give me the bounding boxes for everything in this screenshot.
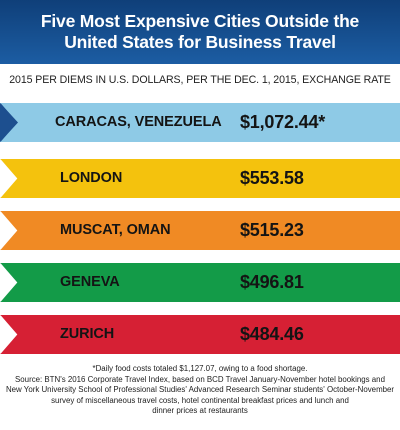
footnote-line-2: Source: BTN's 2016 Corporate Travel Inde… <box>15 374 385 384</box>
rank-arrow-geneva <box>0 263 16 302</box>
bar-caracas: CARACAS, VENEZUELA $1,072.44* <box>0 103 400 142</box>
rank-chevron-geneva <box>0 263 18 302</box>
per-diem-value-london: $553.58 <box>240 168 304 188</box>
bar-shape-geneva <box>0 263 400 302</box>
bar-geneva: GENEVA $496.81 <box>0 263 400 302</box>
bar-fill-zurich <box>0 315 400 354</box>
footnote-line-4: survey of miscellaneous travel costs, ho… <box>51 395 349 405</box>
per-diem-value-muscat: $515.23 <box>240 220 304 240</box>
title-banner: Five Most Expensive Cities Outside the U… <box>0 0 400 64</box>
bar-fill-muscat <box>0 211 400 250</box>
bar-london: LONDON $553.58 <box>0 159 400 198</box>
bar-shape-london <box>0 159 400 198</box>
bar-shape-zurich <box>0 315 400 354</box>
bar-fill-caracas <box>0 103 400 142</box>
city-label-zurich: ZURICH <box>60 326 115 342</box>
rank-chevron-caracas <box>0 103 18 142</box>
bar-zurich: ZURICH $484.46 <box>0 315 400 354</box>
footnote-line-3: New York University School of Profession… <box>5 385 395 395</box>
rank-arrow-muscat <box>0 211 16 250</box>
rank-chevron-zurich <box>0 315 18 354</box>
bar-shape-caracas <box>0 103 400 142</box>
per-diem-value-caracas: $1,072.44* <box>240 112 326 132</box>
footnote-line-1: *Daily food costs totaled $1,127.07, owi… <box>92 364 308 373</box>
rank-arrow-caracas <box>0 103 18 142</box>
bar-shape-muscat <box>0 211 400 250</box>
chart-title-line-2: United States for Business Travel <box>64 32 336 52</box>
chart-subtitle: 2015 PER DIEMS IN U.S. DOLLARS, PER THE … <box>9 74 391 86</box>
per-diem-value-geneva: $496.81 <box>240 272 304 292</box>
city-label-caracas: CARACAS, VENEZUELA <box>55 114 222 130</box>
bar-fill-london <box>0 159 400 198</box>
rank-arrow-zurich <box>0 315 16 354</box>
city-label-muscat: MUSCAT, OMAN <box>60 222 171 238</box>
per-diem-value-zurich: $484.46 <box>240 324 304 344</box>
chart-title-line-1: Five Most Expensive Cities Outside the <box>40 11 360 31</box>
city-label-london: LONDON <box>60 170 123 186</box>
rank-arrow-london <box>0 159 16 198</box>
bar-muscat: MUSCAT, OMAN $515.23 <box>0 211 400 250</box>
footnote-line-5: dinner prices at restaurants <box>152 406 248 416</box>
footnotes: *Daily food costs totaled $1,127.07, owi… <box>0 364 400 417</box>
city-label-geneva: GENEVA <box>60 274 120 290</box>
bar-fill-geneva <box>0 263 400 302</box>
rank-chevron-muscat <box>0 211 18 250</box>
rank-chevron-london <box>0 159 18 198</box>
